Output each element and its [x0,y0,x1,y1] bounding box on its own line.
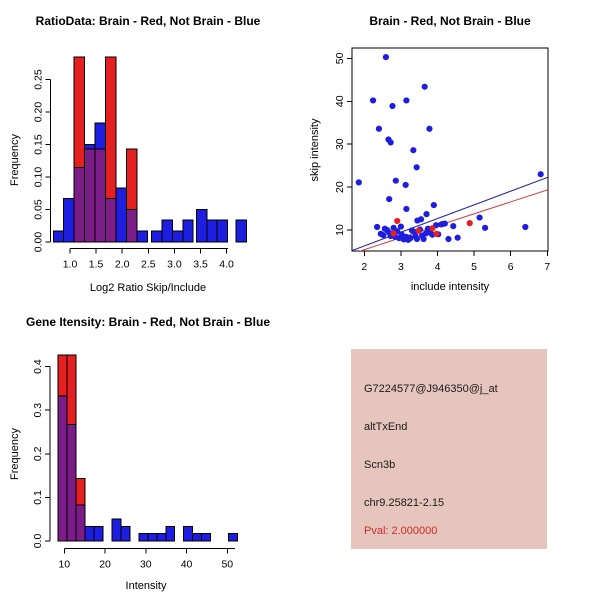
svg-text:10: 10 [334,224,346,236]
svg-text:0.4: 0.4 [32,359,44,374]
svg-text:2.5: 2.5 [141,259,156,271]
event-type-text: altTxEnd [364,421,408,433]
svg-text:20: 20 [99,559,111,571]
ratio-histogram-axes: 1.0 1.5 2.0 2.5 3.0 3.5 4.0 0.00 0.05 0.10 0.15 0.2… [33,69,234,270]
svg-text:5: 5 [471,261,477,273]
svg-text:3: 3 [398,261,404,273]
ratio-histogram-bars [52,56,247,243]
intensity-scatter-title: Brain - Red, Not Brain - Blue [369,14,531,28]
gene-intensity-histogram-ylabel: Frequency [9,428,21,480]
svg-text:2: 2 [361,261,367,273]
gene-symbol-text: Scn3b [364,459,396,471]
ratio-histogram-panel: RatioData: Brain - Red, Not Brain - Blue… [9,14,261,294]
svg-text:40: 40 [334,95,346,107]
gene-intensity-histogram-axes: 10 20 30 40 50 0.0 0.1 0.2 0.3 0.4 [32,359,235,571]
svg-text:20: 20 [334,181,346,193]
svg-text:0.2: 0.2 [32,446,44,461]
svg-text:0.1: 0.1 [32,490,44,505]
svg-text:1.5: 1.5 [89,259,104,271]
svg-text:1.0: 1.0 [63,259,78,271]
gene-intensity-histogram-title: Gene Itensity: Brain - Red, Not Brain - … [26,315,270,329]
pval-text: Pval: 2.000000 [364,525,438,537]
svg-text:0.05: 0.05 [33,199,45,220]
svg-text:0.25: 0.25 [33,69,45,90]
svg-text:30: 30 [334,138,346,150]
svg-text:10: 10 [58,559,70,571]
gene-info-panel: G7224577@J946350@j_at altTxEnd Scn3b chr… [351,349,547,549]
svg-text:7: 7 [544,261,550,273]
svg-text:3.0: 3.0 [167,259,182,271]
ratio-histogram-title: RatioData: Brain - Red, Not Brain - Blue [36,14,261,28]
probe-id-text: G7224577@J946350@j_at [364,383,498,395]
svg-text:30: 30 [140,559,152,571]
intensity-scatter-axes: 2 3 4 5 6 7 10 20 30 40 50 [334,47,550,273]
ratio-histogram-xlabel: Log2 Ratio Skip/Include [90,282,206,294]
gene-intensity-histogram-xlabel: Intensity [126,580,167,592]
svg-text:4: 4 [435,261,441,273]
intensity-scatter-panel: Brain - Red, Not Brain - Blue include in… [309,14,550,293]
intensity-scatter-xlabel: include intensity [411,281,490,293]
svg-text:2.0: 2.0 [115,259,130,271]
svg-text:0.15: 0.15 [33,134,45,155]
intensity-scatter-ylabel: skip intensity [309,118,321,181]
svg-text:0.0: 0.0 [32,534,44,549]
svg-text:0.20: 0.20 [33,102,45,123]
ratio-histogram-ylabel: Frequency [9,134,21,186]
svg-text:0.10: 0.10 [33,167,45,188]
location-text: chr9.25821-2.15 [364,497,445,509]
svg-text:6: 6 [508,261,514,273]
intensity-scatter-points [352,54,548,251]
svg-text:0.00: 0.00 [33,232,45,253]
svg-text:40: 40 [181,559,193,571]
gene-intensity-histogram-bars [57,354,238,542]
svg-text:4.0: 4.0 [219,259,234,271]
svg-text:3.5: 3.5 [193,259,208,271]
svg-text:50: 50 [221,559,233,571]
svg-text:0.3: 0.3 [32,403,44,418]
gene-intensity-histogram-panel: Gene Itensity: Brain - Red, Not Brain - … [9,315,270,592]
svg-text:50: 50 [334,52,346,64]
